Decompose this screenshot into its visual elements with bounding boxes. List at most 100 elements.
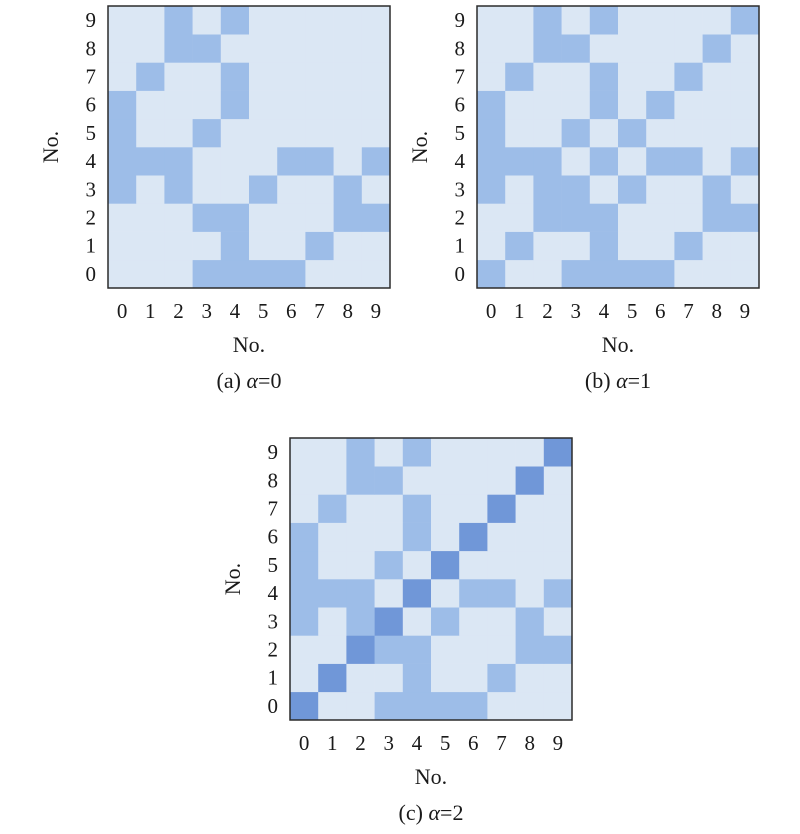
heatmap-cell-c-r4-c7: [487, 579, 516, 608]
heatmap-cell-c-r2-c3: [374, 635, 404, 664]
heatmap-cell-b-r5-c2: [533, 118, 562, 148]
y-tick-b-7: 7: [455, 65, 466, 89]
caption-c: (c) α=2: [399, 800, 464, 825]
caption-value-c: =2: [440, 800, 463, 825]
y-tick-b-9: 9: [455, 8, 466, 32]
heatmap-cell-a-r3-c5: [249, 175, 278, 204]
y-tick-labels-c: 0 1 2 3 4 5 6 7 8 9: [268, 440, 279, 718]
heatmap-cell-a-r0-c0: [108, 259, 137, 289]
heatmap-cell-b-r9-c7: [674, 6, 703, 35]
heatmap-cell-b-r2-c3: [561, 203, 591, 232]
heatmap-cell-a-r9-c2: [164, 6, 193, 35]
heatmap-cell-a-r4-c3: [192, 147, 222, 176]
heatmap-cell-b-r8-c7: [674, 34, 703, 63]
x-tick-a-8: 8: [342, 299, 353, 323]
heatmap-cell-a-r0-c6: [277, 259, 306, 289]
heatmap-cell-c-r7-c3: [374, 494, 404, 523]
heatmap-cell-a-r3-c0: [108, 175, 137, 204]
caption-value-b: =1: [628, 368, 651, 393]
heatmap-cell-b-r7-c9: [730, 62, 760, 91]
y-tick-labels-a: 0 1 2 3 4 5 6 7 8 9: [86, 8, 97, 286]
heatmap-cell-a-r4-c2: [164, 147, 193, 176]
heatmap-cell-a-r7-c8: [333, 62, 363, 91]
heatmap-cell-c-r5-c0: [290, 550, 319, 580]
y-tick-a-0: 0: [86, 262, 97, 286]
heatmap-cell-a-r2-c1: [136, 203, 165, 232]
heatmap-cell-b-r7-c8: [702, 62, 732, 91]
heatmap-cell-b-r5-c6: [646, 118, 675, 148]
heatmap-cell-a-r7-c0: [108, 62, 137, 91]
heatmap-cells-c: [290, 438, 573, 721]
heatmap-cell-b-r8-c4: [589, 34, 619, 63]
heatmap-cell-a-r3-c2: [164, 175, 193, 204]
heatmap-cell-b-r8-c1: [505, 34, 534, 63]
plot-frame-b: [476, 5, 760, 289]
y-tick-a-1: 1: [86, 234, 97, 258]
heatmap-cell-c-r8-c8: [515, 466, 545, 495]
x-tick-a-0: 0: [117, 299, 128, 323]
heatmap-cell-c-r8-c2: [346, 466, 375, 495]
heatmap-cell-a-r1-c2: [164, 231, 193, 261]
heatmap-cell-b-r9-c8: [702, 6, 732, 35]
y-tick-c-3: 3: [268, 609, 279, 633]
heatmap-cell-b-r7-c3: [561, 62, 591, 91]
heatmap-cell-c-r8-c9: [543, 466, 573, 495]
heatmap-cell-c-r8-c3: [374, 466, 404, 495]
heatmap-cell-c-r9-c0: [290, 438, 319, 467]
heatmap-cell-b-r4-c8: [702, 147, 732, 176]
heatmap-cell-c-r5-c3: [374, 550, 404, 580]
heatmap-cell-b-r3-c9: [730, 175, 760, 204]
x-axis-label-a: No.: [233, 332, 265, 357]
x-tick-b-6: 6: [655, 299, 666, 323]
heatmap-cell-a-r7-c9: [361, 62, 391, 91]
caption-prefix-a: (a): [217, 368, 247, 393]
heatmap-cell-c-r0-c9: [543, 691, 573, 721]
caption-a: (a) α=0: [217, 368, 282, 393]
heatmap-cell-c-r6-c6: [459, 522, 488, 552]
heatmap-cell-b-r6-c4: [589, 90, 619, 120]
heatmap-cell-c-r3-c9: [543, 607, 573, 636]
heatmap-cell-c-r7-c9: [543, 494, 573, 523]
heatmap-cell-b-r2-c1: [505, 203, 534, 232]
x-tick-c-4: 4: [412, 731, 423, 755]
x-tick-b-0: 0: [486, 299, 497, 323]
heatmap-cell-a-r7-c2: [164, 62, 193, 91]
heatmap-cell-b-r4-c2: [533, 147, 562, 176]
heatmap-cell-b-r6-c5: [618, 90, 647, 120]
heatmap-cell-b-r4-c4: [589, 147, 619, 176]
heatmap-cell-c-r1-c4: [402, 663, 432, 693]
heatmap-cell-b-r7-c7: [674, 62, 703, 91]
y-tick-b-6: 6: [455, 93, 466, 117]
heatmap-cell-b-r4-c1: [505, 147, 534, 176]
heatmap-cell-b-r6-c0: [477, 90, 506, 120]
heatmap-cell-b-r1-c9: [730, 231, 760, 261]
y-tick-a-7: 7: [86, 65, 97, 89]
heatmap-cell-c-r7-c2: [346, 494, 375, 523]
heatmap-cell-b-r7-c0: [477, 62, 506, 91]
caption-alpha-c: α: [428, 800, 440, 825]
caption-prefix-c: (c): [399, 800, 429, 825]
x-axis-label-b: No.: [602, 332, 634, 357]
heatmap-cell-a-r3-c1: [136, 175, 165, 204]
heatmap-cell-c-r3-c3: [374, 607, 404, 636]
y-axis-label-a: No.: [38, 131, 63, 163]
y-tick-a-9: 9: [86, 8, 97, 32]
heatmap-cell-c-r1-c0: [290, 663, 319, 693]
heatmap-cell-a-r9-c6: [277, 6, 306, 35]
heatmap-cell-b-r5-c1: [505, 118, 534, 148]
x-axis-label-c: No.: [415, 764, 447, 789]
heatmap-cell-c-r4-c8: [515, 579, 545, 608]
heatmap-cell-a-r3-c8: [333, 175, 363, 204]
heatmap-cell-a-r1-c8: [333, 231, 363, 261]
heatmap-cell-b-r4-c5: [618, 147, 647, 176]
heatmap-cell-b-r9-c4: [589, 6, 619, 35]
heatmap-cell-b-r2-c6: [646, 203, 675, 232]
heatmap-cell-a-r1-c6: [277, 231, 306, 261]
heatmap-cell-b-r2-c2: [533, 203, 562, 232]
heatmap-cell-c-r0-c8: [515, 691, 545, 721]
heatmap-cell-a-r5-c9: [361, 118, 391, 148]
heatmap-cell-c-r9-c8: [515, 438, 545, 467]
heatmap-cell-c-r2-c0: [290, 635, 319, 664]
heatmap-cell-b-r1-c5: [618, 231, 647, 261]
